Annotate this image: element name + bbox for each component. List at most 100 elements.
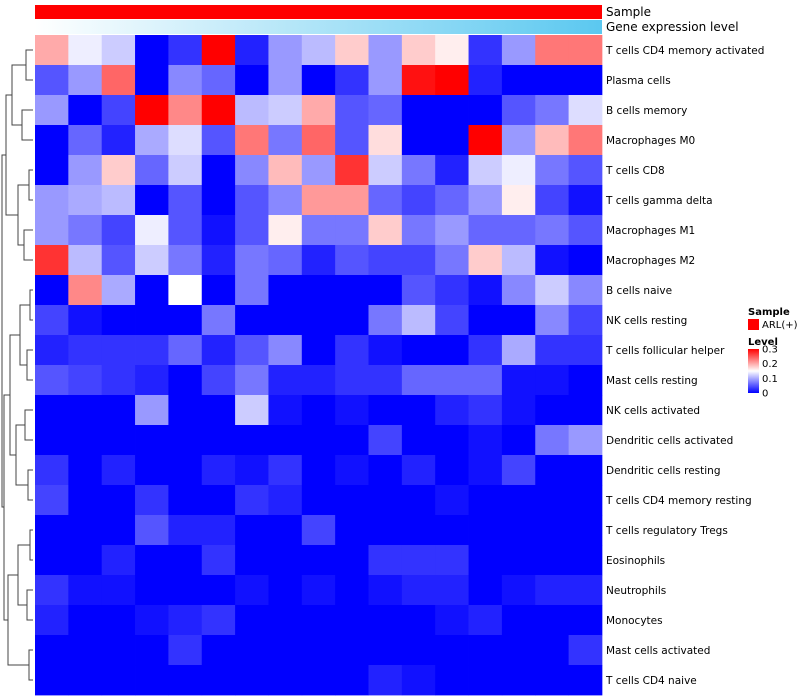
heatmap-cell	[335, 455, 369, 486]
heatmap-cell	[168, 125, 203, 156]
heatmap-cell	[135, 275, 169, 306]
legend-level-colorbar	[748, 349, 759, 393]
heatmap-cell	[435, 155, 469, 186]
heatmap-cell	[435, 665, 469, 696]
heatmap-cell	[401, 335, 436, 366]
heatmap-cell	[501, 155, 536, 186]
heatmap-cell	[235, 575, 269, 606]
heatmap-cell	[201, 155, 236, 186]
heatmap-cell	[35, 65, 69, 96]
heatmap-cell	[101, 335, 136, 366]
heatmap-cell	[235, 245, 269, 276]
heatmap-cell	[568, 485, 603, 516]
heatmap-cell	[468, 155, 503, 186]
heatmap-cell	[68, 545, 103, 576]
heatmap-cell	[535, 125, 569, 156]
heatmap-cell	[535, 395, 569, 426]
heatmap-cell	[435, 575, 469, 606]
heatmap-cell	[468, 635, 503, 666]
heatmap-cell	[268, 485, 303, 516]
heatmap-cell	[35, 665, 69, 696]
heatmap-cell	[568, 575, 603, 606]
heatmap-cell	[401, 665, 436, 696]
heatmap-cell	[235, 485, 269, 516]
heatmap-cell	[35, 125, 69, 156]
heatmap-cell	[535, 545, 569, 576]
heatmap-cell	[68, 425, 103, 456]
heatmap-cell	[568, 305, 603, 336]
heatmap-cell	[168, 185, 203, 216]
heatmap-cell	[401, 215, 436, 246]
heatmap-cell	[235, 35, 269, 66]
heatmap-cell	[401, 95, 436, 126]
heatmap-cell	[201, 65, 236, 96]
heatmap-cell	[68, 665, 103, 696]
heatmap-cell	[568, 425, 603, 456]
heatmap-cell	[168, 95, 203, 126]
heatmap-cell	[35, 395, 69, 426]
heatmap-cell	[535, 575, 569, 606]
row-label: T cells CD4 memory activated	[605, 45, 764, 57]
heatmap-cell	[335, 35, 369, 66]
heatmap-cell	[535, 275, 569, 306]
heatmap-cell	[168, 605, 203, 636]
heatmap-cell	[501, 35, 536, 66]
heatmap-cell	[468, 275, 503, 306]
row-label: Macrophages M2	[606, 255, 695, 267]
heatmap-cell	[68, 485, 103, 516]
row-label: Eosinophils	[606, 555, 665, 567]
row-dendrogram	[1, 49, 33, 681]
heatmap-cell	[235, 515, 269, 546]
heatmap-cell	[401, 185, 436, 216]
legend-sample-item: ARL(+)	[762, 320, 798, 331]
heatmap-cell	[368, 335, 403, 366]
heatmap-cell	[168, 485, 203, 516]
row-label: Mast cells resting	[606, 375, 698, 387]
heatmap-cell	[401, 125, 436, 156]
heatmap-cell	[501, 95, 536, 126]
heatmap-cell	[568, 635, 603, 666]
row-label: B cells naive	[606, 285, 672, 297]
heatmap-cell	[201, 35, 236, 66]
heatmap-cell	[435, 185, 469, 216]
heatmap-cell	[368, 215, 403, 246]
heatmap-cell	[301, 545, 336, 576]
heatmap-cell	[535, 635, 569, 666]
heatmap-cell	[435, 545, 469, 576]
heatmap-cell	[301, 215, 336, 246]
row-label: T cells regulatory Tregs	[605, 525, 728, 537]
heatmap-cell	[368, 545, 403, 576]
heatmap-cell	[335, 65, 369, 96]
heatmap-cell	[435, 395, 469, 426]
heatmap-cell	[301, 365, 336, 396]
heatmap-cell	[35, 155, 69, 186]
heatmap-cell	[568, 35, 603, 66]
heatmap-cell	[201, 665, 236, 696]
dendrogram-branches	[1, 49, 33, 681]
heatmap-cell	[401, 515, 436, 546]
heatmap-cell	[401, 485, 436, 516]
heatmap-cell	[435, 245, 469, 276]
heatmap-cell	[101, 305, 136, 336]
heatmap-cell	[268, 425, 303, 456]
heatmap-cell	[568, 95, 603, 126]
heatmap-cell	[301, 95, 336, 126]
heatmap-cell	[468, 35, 503, 66]
heatmap-cell	[368, 35, 403, 66]
heatmap-cell	[501, 335, 536, 366]
heatmap-cell	[268, 605, 303, 636]
heatmap-cell	[535, 305, 569, 336]
heatmap-cell	[435, 515, 469, 546]
heatmap-cell	[468, 425, 503, 456]
heatmap-cell	[368, 245, 403, 276]
heatmap-cell	[35, 185, 69, 216]
heatmap-cell	[201, 485, 236, 516]
heatmap-cell	[501, 515, 536, 546]
heatmap-cell	[135, 665, 169, 696]
heatmap-cell	[335, 575, 369, 606]
heatmap-cell	[68, 305, 103, 336]
heatmap-cell	[568, 665, 603, 696]
heatmap-cell	[135, 425, 169, 456]
heatmap-cell	[68, 455, 103, 486]
heatmap-cell	[201, 605, 236, 636]
